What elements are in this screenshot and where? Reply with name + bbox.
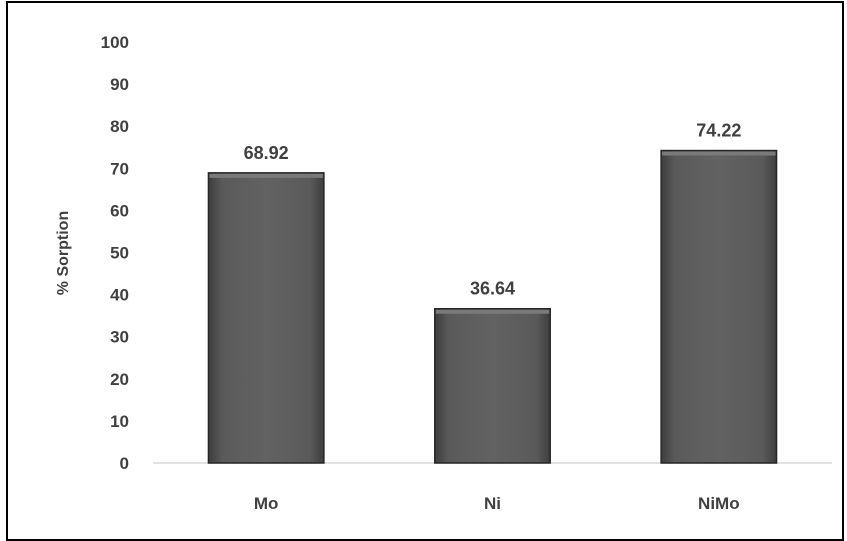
data-label: 36.64: [470, 279, 515, 299]
bar-top-highlight: [209, 173, 323, 178]
bar-ni: [434, 307, 551, 464]
data-label: 74.22: [696, 121, 741, 141]
data-label: 68.92: [244, 143, 289, 163]
data-labels: 68.92 36.64 74.22: [244, 121, 742, 299]
x-tick-label: NiMo: [698, 494, 740, 513]
y-tick-label: 70: [110, 159, 129, 178]
y-axis-title: % Sorption: [55, 211, 72, 295]
bar-mo: [207, 172, 325, 464]
x-tick-label: Mo: [254, 494, 279, 513]
y-axis-ticks: 0 10 20 30 40 50 60 70 80 90 100: [101, 33, 129, 473]
y-tick-label: 0: [120, 454, 129, 473]
bar-nimo: [660, 149, 778, 464]
y-tick-label: 50: [110, 244, 129, 263]
y-tick-label: 10: [110, 412, 129, 431]
y-tick-label: 30: [110, 328, 129, 347]
bars: [207, 149, 778, 464]
y-tick-label: 20: [110, 370, 129, 389]
y-tick-label: 60: [110, 201, 129, 220]
bar-top-highlight: [435, 309, 550, 314]
y-tick-label: 90: [110, 75, 129, 94]
y-tick-label: 100: [101, 33, 129, 52]
bar-top-highlight: [662, 151, 776, 156]
x-tick-label: Ni: [484, 494, 501, 513]
y-tick-label: 80: [110, 117, 129, 136]
x-axis-labels: Mo Ni NiMo: [254, 494, 740, 513]
y-tick-label: 40: [110, 286, 129, 305]
